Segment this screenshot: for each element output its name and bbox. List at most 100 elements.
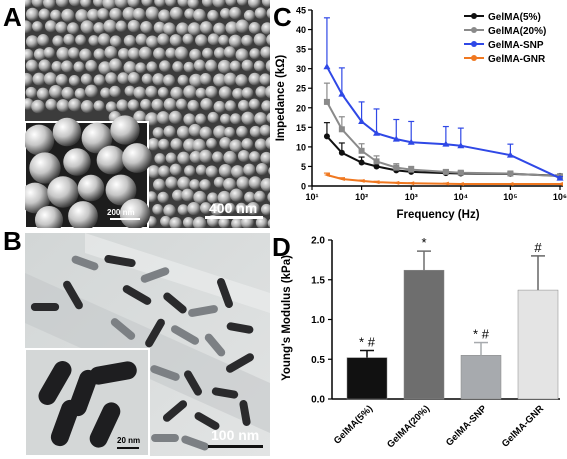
tem-nanorod bbox=[188, 305, 218, 317]
sem-sphere bbox=[241, 59, 254, 72]
impedance-y-tick-label: 45 bbox=[296, 6, 306, 16]
impedance-point bbox=[393, 164, 400, 171]
sem-sphere bbox=[174, 46, 189, 60]
sem-sphere bbox=[268, 166, 270, 175]
impedance-y-tick-label: 15 bbox=[296, 123, 306, 133]
sem-sphere bbox=[124, 85, 136, 97]
sem-sphere bbox=[249, 151, 261, 163]
sem-sphere bbox=[223, 150, 237, 165]
sem-sphere bbox=[183, 61, 195, 73]
sem-sphere bbox=[249, 125, 262, 138]
sem-sphere bbox=[133, 110, 147, 124]
sem-sphere bbox=[247, 0, 261, 9]
modulus-category-label: GelMA(5%) bbox=[332, 403, 375, 446]
sem-sphere bbox=[51, 60, 63, 73]
sem-sphere bbox=[254, 7, 267, 19]
tem-scale-bar bbox=[208, 445, 263, 448]
tem-nanorod bbox=[163, 292, 187, 314]
sem-sphere bbox=[248, 176, 262, 190]
impedance-x-tick-label: 10⁵ bbox=[503, 192, 517, 202]
sem-sphere bbox=[210, 202, 225, 217]
sem-sphere bbox=[253, 190, 266, 203]
modulus-chart: 0.0 0.5 1.0 1.5 2.0 * # * * # # GelMA(5%) GelMA(… bbox=[281, 235, 560, 450]
sem-sphere bbox=[80, 73, 93, 85]
sem-sphere bbox=[218, 164, 233, 178]
sem-sphere bbox=[207, 192, 219, 204]
sem-sphere bbox=[261, 22, 270, 35]
impedance-point bbox=[323, 98, 330, 105]
sem-sphere bbox=[218, 34, 230, 46]
sem-sphere bbox=[25, 20, 33, 34]
sem-sphere bbox=[266, 112, 270, 124]
sem-sphere bbox=[105, 72, 118, 85]
sem-sphere bbox=[224, 202, 236, 214]
sem-sphere bbox=[56, 47, 70, 61]
sem-sphere bbox=[123, 34, 136, 47]
sem-sphere bbox=[207, 111, 219, 124]
sem-sphere bbox=[249, 48, 261, 60]
sem-sphere bbox=[44, 20, 57, 33]
sem-sphere bbox=[87, 8, 100, 22]
sem-sphere bbox=[182, 33, 194, 45]
modulus-category-label: GelMA-SNP bbox=[444, 403, 490, 449]
sem-sphere bbox=[235, 202, 248, 215]
sem-sphere bbox=[193, 190, 207, 204]
tem-nanorod bbox=[204, 333, 226, 357]
sem-sphere bbox=[127, 71, 140, 85]
sem-sphere bbox=[255, 86, 268, 98]
sem-sphere bbox=[193, 59, 206, 72]
sem-sphere bbox=[266, 7, 270, 19]
tem-nanorod bbox=[216, 278, 234, 308]
sem-sphere bbox=[189, 179, 201, 190]
impedance-point bbox=[407, 138, 415, 145]
tem-nanorod bbox=[122, 285, 152, 305]
sem-sphere bbox=[207, 9, 219, 22]
impedance-point bbox=[338, 126, 345, 133]
impedance-x-tick-label: 10⁶ bbox=[553, 192, 567, 202]
tem-inset-scale-label: 20 nm bbox=[117, 436, 141, 445]
impedance-point bbox=[338, 176, 345, 181]
sem-sphere bbox=[259, 124, 270, 137]
sem-sphere bbox=[49, 84, 63, 99]
impedance-point bbox=[373, 129, 381, 136]
sem-sphere bbox=[211, 151, 224, 163]
sem-sphere bbox=[267, 218, 270, 228]
impedance-series bbox=[323, 172, 563, 187]
sem-sphere bbox=[55, 73, 68, 86]
sem-sphere bbox=[146, 35, 159, 48]
impedance-y-tick-label: 20 bbox=[296, 103, 306, 113]
tem-nanorod bbox=[226, 322, 254, 334]
impedance-point bbox=[556, 174, 564, 181]
sem-inset-sphere bbox=[47, 176, 79, 208]
sem-sphere bbox=[195, 87, 207, 99]
sem-sphere bbox=[163, 97, 177, 111]
sem-sphere bbox=[141, 73, 153, 85]
impedance-x-tick-label: 10³ bbox=[405, 192, 418, 202]
impedance-point bbox=[457, 142, 465, 149]
sem-sphere bbox=[230, 113, 242, 125]
sem-sphere bbox=[159, 60, 171, 72]
sem-sphere bbox=[147, 137, 160, 151]
sem-sphere bbox=[259, 73, 270, 86]
sem-sphere bbox=[241, 111, 255, 125]
sem-sphere bbox=[146, 61, 158, 73]
panel-letter-b: B bbox=[3, 226, 22, 256]
sem-inset-sphere bbox=[110, 115, 140, 145]
sem-sphere bbox=[254, 112, 268, 126]
sem-sphere bbox=[176, 125, 190, 139]
sem-sphere bbox=[93, 22, 105, 34]
sem-sphere bbox=[84, 84, 98, 98]
sem-sphere bbox=[205, 85, 218, 99]
sem-sphere bbox=[114, 0, 129, 9]
sem-sphere bbox=[68, 0, 82, 7]
sem-sphere bbox=[265, 85, 270, 99]
sem-sphere bbox=[157, 33, 170, 46]
sem-sphere bbox=[248, 98, 261, 110]
tem-micrograph: 100 nm 20 nm bbox=[25, 233, 270, 456]
sem-sphere bbox=[213, 176, 225, 188]
modulus-category-label: GelMA-GNR bbox=[500, 403, 546, 449]
sem-sphere bbox=[169, 163, 182, 176]
impedance-y-tick-label: 0 bbox=[301, 182, 306, 192]
impedance-legend-label: GelMA-GNR bbox=[488, 54, 546, 65]
sem-sphere bbox=[176, 22, 189, 36]
